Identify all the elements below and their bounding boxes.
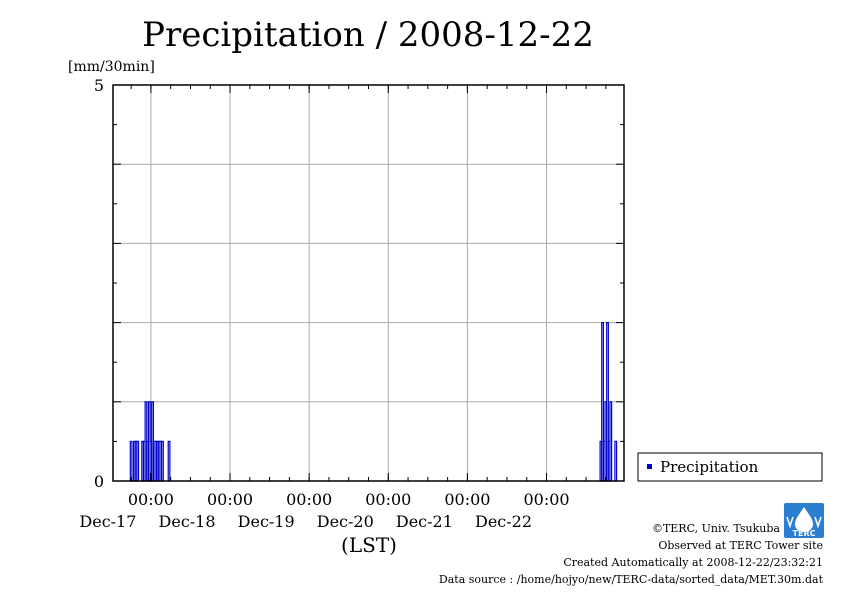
x-tick-time-label: 00:00 [128, 490, 174, 509]
x-tick-date-label: Dec-19 [238, 512, 295, 531]
created-timestamp-text: Created Automatically at 2008-12-22/23:3… [563, 556, 823, 569]
legend-box [637, 452, 823, 482]
copyright-text: ©TERC, Univ. Tsukuba [652, 522, 780, 535]
precipitation-bar [609, 401, 613, 482]
y-axis-unit-label: [mm/30min] [68, 59, 155, 75]
x-tick-date-label: Dec-18 [159, 512, 216, 531]
x-tick-date-label: Dec-22 [475, 512, 532, 531]
precipitation-bar [136, 440, 140, 482]
logo-wave-icon [786, 516, 822, 529]
x-tick-date-label: Dec-20 [317, 512, 374, 531]
precipitation-bar [167, 440, 171, 482]
y-tick-label: 0 [94, 472, 104, 491]
x-tick-time-label: 00:00 [207, 490, 253, 509]
legend-swatch [647, 464, 652, 469]
grid [113, 85, 624, 481]
x-tick-date-label: Dec-21 [396, 512, 453, 531]
precipitation-bar [614, 440, 618, 482]
terc-logo: TERC [784, 503, 824, 538]
chart-title: Precipitation / 2008-12-22 [142, 15, 594, 55]
legend-label: Precipitation [660, 458, 759, 476]
x-tick-date-label: Dec-17 [79, 512, 136, 531]
x-tick-time-label: 00:00 [444, 490, 490, 509]
x-axis-label: (LST) [341, 533, 397, 557]
data-source-text: Data source : /home/hojyo/new/TERC-data/… [439, 573, 824, 586]
legend: Precipitation [637, 452, 823, 482]
precipitation-bar [161, 440, 164, 482]
plot-frame [112, 84, 625, 482]
x-tick-time-label: 00:00 [365, 490, 411, 509]
water-drop-icon [795, 507, 813, 532]
y-tick-label: 5 [94, 76, 104, 95]
precipitation-bar [129, 440, 133, 482]
x-tick-time-label: 00:00 [286, 490, 332, 509]
x-axis: 00:00 Dec-17 00:00 Dec-18 00:00 Dec-19 00:00 De… [79, 85, 607, 531]
logo-text: TERC [793, 529, 816, 538]
y-axis: 05 [94, 76, 624, 491]
precipitation-bars [129, 322, 618, 482]
x-tick-time-label: 00:00 [523, 490, 569, 509]
observed-site-text: Observed at TERC Tower site [658, 539, 823, 552]
